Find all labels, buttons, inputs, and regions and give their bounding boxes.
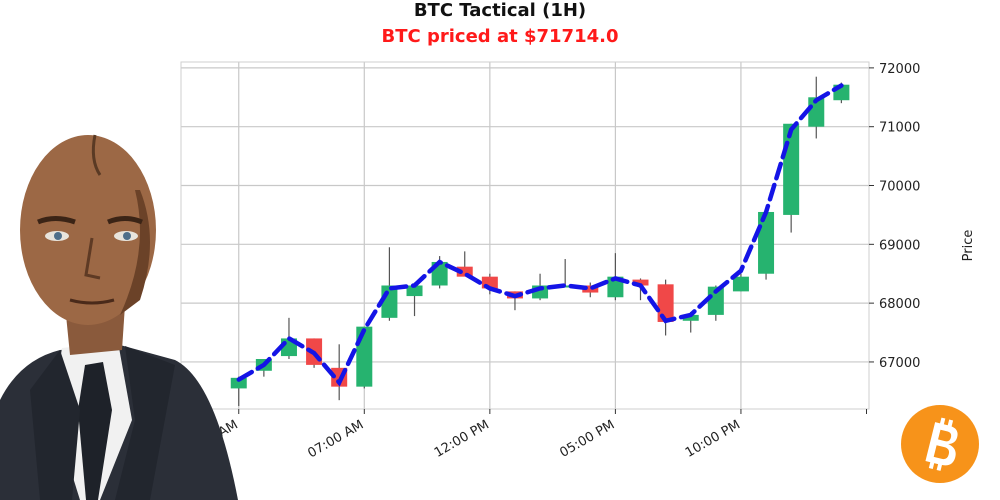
y-axis-label: Price	[961, 230, 976, 262]
avatar-brow	[37, 216, 76, 225]
candle-bull	[682, 314, 699, 321]
candle-bull	[230, 377, 247, 389]
y-tick-label: 71000	[879, 121, 920, 136]
candle-bull	[356, 326, 373, 387]
y-tick-label: 67000	[879, 356, 920, 371]
avatar-mouth	[69, 298, 115, 305]
x-tick-label: 10:00 PM	[683, 417, 743, 460]
trend-line	[236, 83, 844, 387]
candle-bull	[707, 286, 724, 315]
avatar	[0, 134, 238, 500]
avatar-tie	[78, 362, 112, 500]
avatar-lapel	[115, 346, 175, 500]
avatar-nose	[84, 237, 101, 280]
chart-title: BTC Tactical (1H)	[413, 0, 587, 21]
candle-bull	[732, 276, 749, 292]
y-tick-label: 72000	[879, 62, 920, 77]
candle-bear	[582, 285, 599, 293]
candle-bear	[481, 276, 498, 289]
bitcoin-logo-icon	[901, 405, 979, 483]
x-tick-label: 07:00 AM	[305, 417, 366, 461]
avatar-brow	[107, 216, 143, 225]
avatar-shade	[120, 190, 150, 315]
candle-bull	[808, 97, 825, 127]
candle-bear	[657, 284, 674, 322]
bitcoin-logo-glyph	[925, 417, 958, 471]
axis-layer: 67000680006900070000710007200002:00 AM07…	[180, 62, 976, 461]
candle-bull	[758, 211, 775, 274]
candle-bear	[456, 266, 473, 277]
avatar-seam	[91, 134, 102, 176]
candle-bull	[783, 123, 800, 215]
avatar-lapel	[30, 350, 80, 500]
y-tick-label: 69000	[879, 238, 920, 253]
candle-bear	[632, 279, 649, 286]
candle-bull	[406, 285, 423, 297]
avatar-iris	[123, 232, 131, 240]
y-tick-label: 70000	[879, 180, 920, 195]
chart-subtitle: BTC priced at $71714.0	[381, 26, 619, 47]
plot-frame	[180, 61, 870, 410]
y-tick-label: 68000	[879, 297, 920, 312]
avatar-head	[20, 135, 156, 325]
x-tick-label: 05:00 PM	[557, 417, 617, 460]
avatar-iris	[54, 232, 62, 240]
x-tick-label: 12:00 PM	[432, 417, 492, 460]
